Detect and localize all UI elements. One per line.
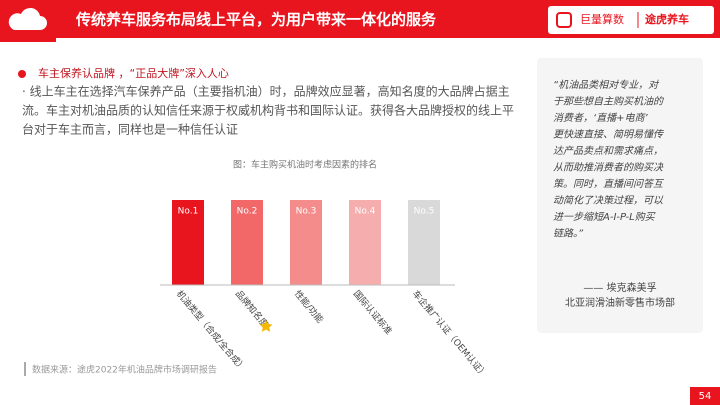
bar-label: 国际认证标准 (351, 288, 395, 337)
figure-caption: 图：车主购买机油时考虑因素的排名 (233, 159, 377, 171)
quote-line: 策。同时，直播间问答互 (553, 178, 665, 190)
bullet-dot (18, 70, 26, 78)
quote-line: 于那些想自主购买机油的 (553, 96, 664, 108)
quote-department: 北亚润滑油新零售市场部 (565, 296, 675, 309)
logo-icon (556, 12, 572, 28)
bar-rank: No.1 (178, 207, 199, 217)
quote-line: “机油品类相对专业，对 (553, 79, 660, 91)
bar (290, 200, 322, 285)
bar-label: 车企推广认证（OEM认证） (410, 288, 490, 380)
quote-line: 进一步缩短A-I-P-L购买 (553, 211, 657, 223)
cloud-icon (8, 7, 48, 30)
quote-line: 从而助推消费者的购买决 (553, 162, 664, 174)
body-line: 台对于车主而言，同样也是一种信任认证 (22, 122, 238, 137)
quote-line: 消费者，‘直播+电商’ (553, 112, 649, 124)
quote-line: 达产品卖点和需求痛点， (553, 145, 663, 157)
title: 传统养车服务布局线上平台，为用户带来一体化的服务 (75, 11, 437, 29)
quote-author: —— 埃克森美孚 (583, 281, 656, 294)
bar (349, 200, 381, 285)
body-line: 流。车主对机油品质的认知信任来源于权威机构背书和国际认证。获得各大品牌授权的线上… (22, 103, 514, 118)
source: 数据来源：途虎2022年机油品牌市场调研报告 (32, 364, 217, 376)
quote-panel (537, 58, 703, 333)
source-marker (24, 362, 26, 376)
bullet-heading: 车主保养认品牌 ，“正品大牌”深入人心 (38, 66, 229, 80)
quote-line: 更快速直接、简明易懂传 (553, 129, 664, 141)
logo-box (548, 6, 714, 34)
logo: 巨量算数 (580, 12, 624, 26)
bar (231, 200, 263, 285)
quote-line: 链路。” (553, 228, 584, 240)
bar-rank: No.3 (296, 207, 317, 217)
body-text: · 线上车主在选择汽车保养产品（主要指机油）时，品牌效应显著，高知名度的大品牌占… (22, 84, 514, 137)
figure: No.1机油类型（合成/全合成）No.2品牌知名度No.3性能/功能No.4国际… (172, 200, 490, 380)
quote-line: 动简化了决策过程，可以 (553, 195, 664, 207)
bar (408, 200, 440, 285)
bar (172, 200, 204, 285)
bar-rank: No.4 (355, 207, 376, 217)
star (259, 320, 273, 332)
bar-rank: No.5 (414, 207, 435, 217)
page-number-box (690, 387, 720, 405)
bar-label: 性能/功能 (292, 288, 326, 326)
body-line: · 线上车主在选择汽车保养产品（主要指机油）时，品牌效应显著，高知名度的大品牌占… (22, 84, 510, 99)
page-number: 54 (699, 391, 712, 402)
bar-rank: No.2 (237, 207, 258, 217)
logo: 途虎养车 (645, 12, 689, 26)
